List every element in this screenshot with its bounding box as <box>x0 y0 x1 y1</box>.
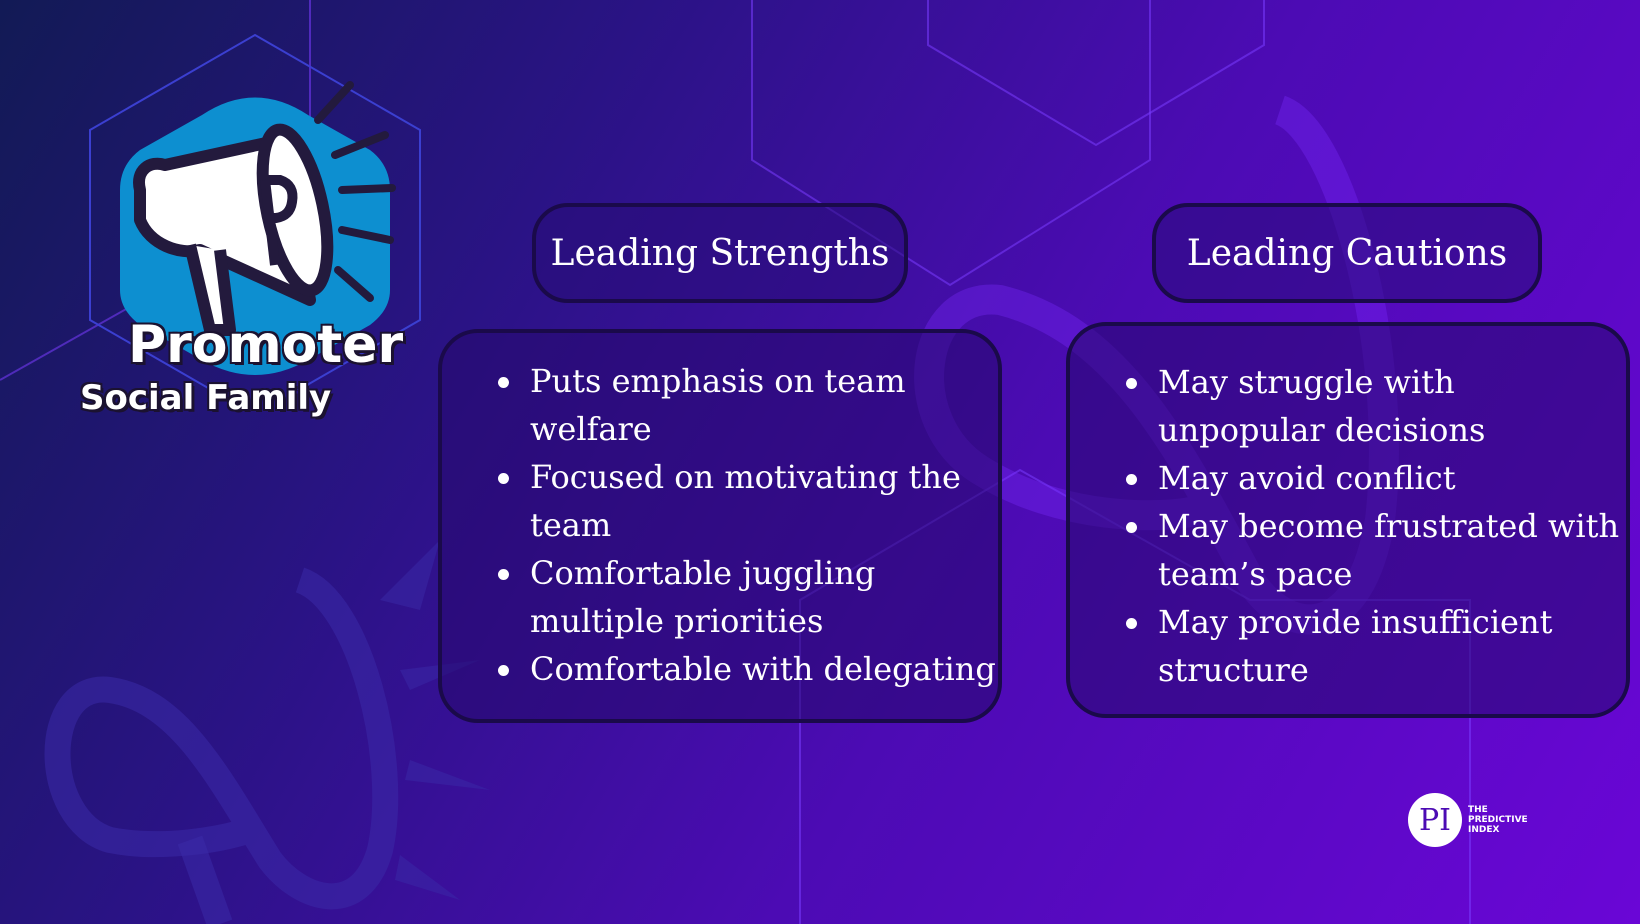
logo-line: THE <box>1468 805 1488 815</box>
strengths-list: Puts emphasis on team welfare Focused on… <box>442 357 998 693</box>
strengths-panel: Puts emphasis on team welfare Focused on… <box>438 329 1002 723</box>
logo-mark: PI <box>1408 793 1462 847</box>
strength-item: Puts emphasis on team welfare <box>498 357 998 453</box>
profile-title: Promoter <box>127 314 404 376</box>
promoter-badge <box>89 33 421 390</box>
strength-item: Focused on motivating the team <box>498 453 998 549</box>
cautions-heading: Leading Cautions <box>1186 232 1508 274</box>
logo-line: INDEX <box>1468 825 1500 835</box>
caution-item: May avoid conflict <box>1126 454 1626 502</box>
logo-line: PREDICTIVE <box>1468 815 1528 825</box>
cautions-list: May struggle with unpopular decisions Ma… <box>1070 358 1626 694</box>
profile-family: Social Family <box>80 378 332 418</box>
caution-item: May provide insufficient structure <box>1126 598 1626 694</box>
cautions-heading-pill: Leading Cautions <box>1152 203 1542 303</box>
strengths-heading: Leading Strengths <box>550 232 890 274</box>
caution-item: May become frustrated with team’s pace <box>1126 502 1626 598</box>
strengths-heading-pill: Leading Strengths <box>532 203 908 303</box>
strength-item: Comfortable juggling multiple priorities <box>498 549 998 645</box>
predictive-index-logo: PI THE PREDICTIVE INDEX <box>1408 793 1528 847</box>
caution-item: May struggle with unpopular decisions <box>1126 358 1626 454</box>
megaphone-icon <box>133 81 396 336</box>
logo-wordmark: THE PREDICTIVE INDEX <box>1468 805 1528 835</box>
cautions-panel: May struggle with unpopular decisions Ma… <box>1066 322 1630 718</box>
strength-item: Comfortable with delegating <box>498 645 998 693</box>
